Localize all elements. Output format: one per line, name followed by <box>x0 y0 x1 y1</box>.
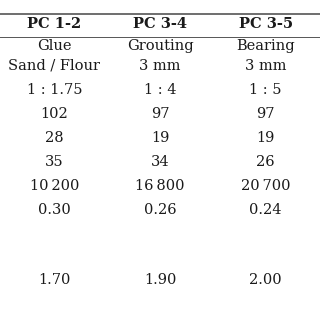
Text: 10 200: 10 200 <box>30 179 79 193</box>
Text: 3 mm: 3 mm <box>245 59 286 73</box>
Text: 35: 35 <box>45 155 64 169</box>
Text: 97: 97 <box>151 107 169 121</box>
Text: 2.00: 2.00 <box>249 273 282 287</box>
Text: Grouting: Grouting <box>127 39 193 53</box>
Text: 0.24: 0.24 <box>249 203 282 217</box>
Text: 97: 97 <box>256 107 275 121</box>
Text: 1.70: 1.70 <box>38 273 71 287</box>
Text: 1 : 4: 1 : 4 <box>144 83 176 97</box>
Text: 1.90: 1.90 <box>144 273 176 287</box>
Text: 28: 28 <box>45 131 64 145</box>
Text: 19: 19 <box>151 131 169 145</box>
Text: 0.26: 0.26 <box>144 203 176 217</box>
Text: 0.30: 0.30 <box>38 203 71 217</box>
Text: PC 3-5: PC 3-5 <box>238 17 293 31</box>
Text: 34: 34 <box>151 155 169 169</box>
Text: 26: 26 <box>256 155 275 169</box>
Text: 102: 102 <box>41 107 68 121</box>
Text: PC 3-4: PC 3-4 <box>133 17 187 31</box>
Text: Sand / Flour: Sand / Flour <box>8 59 100 73</box>
Text: PC 1-2: PC 1-2 <box>27 17 82 31</box>
Text: 19: 19 <box>256 131 275 145</box>
Text: 1 : 1.75: 1 : 1.75 <box>27 83 82 97</box>
Text: Glue: Glue <box>37 39 72 53</box>
Text: 20 700: 20 700 <box>241 179 290 193</box>
Text: 1 : 5: 1 : 5 <box>249 83 282 97</box>
Text: 16 800: 16 800 <box>135 179 185 193</box>
Text: Bearing: Bearing <box>236 39 295 53</box>
Text: 3 mm: 3 mm <box>139 59 181 73</box>
